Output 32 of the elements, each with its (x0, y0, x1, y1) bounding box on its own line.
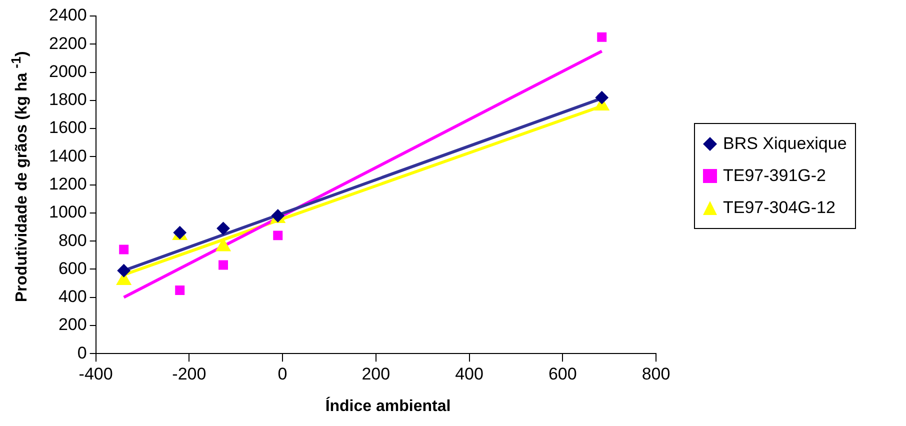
y-tick-label: 0 (77, 343, 87, 362)
point (216, 222, 230, 235)
point (597, 32, 607, 42)
legend-label: TE97-391G-2 (723, 166, 826, 186)
y-tick-label: 400 (58, 287, 87, 306)
y-tick-label: 1000 (48, 202, 87, 222)
point (117, 264, 130, 278)
x-tick-label: 0 (278, 364, 288, 384)
y-tick-label: 1600 (48, 118, 87, 138)
x-tick-label: 400 (455, 364, 484, 384)
x-tick-label: -400 (78, 364, 113, 384)
y-tick-label: 200 (58, 315, 87, 334)
legend-label: BRS Xiquexique (723, 134, 847, 154)
x-tick-label: 800 (642, 364, 670, 384)
x-tick-label: -200 (172, 364, 206, 384)
point (175, 286, 185, 296)
point (218, 260, 228, 270)
y-tick-label: 2200 (48, 34, 87, 53)
y-tick-label: 1400 (48, 146, 87, 166)
point (595, 91, 608, 104)
y-tick-label: 2400 (48, 6, 87, 25)
x-tick-label: 200 (362, 364, 390, 384)
y-tick-label: 1800 (48, 90, 87, 110)
y-tick-label: 1200 (48, 174, 87, 194)
point (273, 230, 283, 240)
y-tick-label: 2000 (48, 62, 87, 81)
y-tick-label: 800 (58, 230, 87, 250)
x-tick-label: 600 (548, 364, 577, 384)
legend-label: TE97-304G-12 (723, 198, 836, 218)
x-axis-title: Índice ambiental (324, 398, 452, 416)
point (119, 244, 129, 254)
y-tick-label: 600 (58, 258, 87, 278)
